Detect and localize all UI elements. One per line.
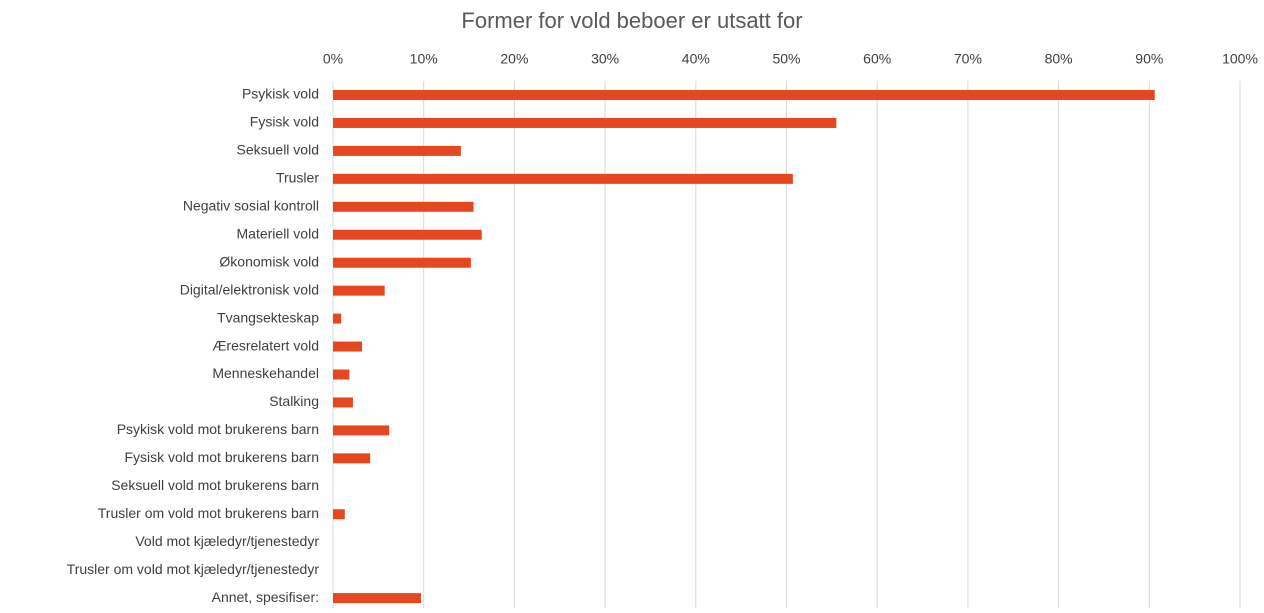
x-tick-label: 20% xyxy=(500,51,528,67)
y-tick-label: Trusler om vold mot brukerens barn xyxy=(98,505,319,521)
y-tick-label: Seksuell vold mot brukerens barn xyxy=(111,477,319,493)
y-tick-label: Økonomisk vold xyxy=(219,253,319,269)
bar xyxy=(333,90,1155,100)
x-tick-label: 10% xyxy=(410,51,438,67)
bar xyxy=(333,593,421,604)
y-tick-label: Psykisk vold mot brukerens barn xyxy=(117,421,319,437)
y-tick-label: Vold mot kjæledyr/tjenestedyr xyxy=(135,533,319,549)
y-tick-label: Psykisk vold xyxy=(242,86,319,102)
y-tick-label: Menneskehandel xyxy=(212,365,319,381)
x-tick-label: 60% xyxy=(863,51,891,67)
y-tick-label: Digital/elektronisk vold xyxy=(180,281,319,297)
y-tick-label: Trusler om vold mot kjæledyr/tjenestedyr xyxy=(67,561,320,577)
bar xyxy=(333,117,837,128)
y-tick-label: Annet, spesifiser: xyxy=(212,589,319,605)
x-tick-label: 100% xyxy=(1222,51,1258,67)
bar xyxy=(333,145,461,156)
y-tick-label: Negativ sosial kontroll xyxy=(183,198,319,214)
y-tick-label: Seksuell vold xyxy=(237,142,320,158)
y-tick-label: Æresrelatert vold xyxy=(212,337,319,353)
chart-title: Former for vold beboer er utsatt for xyxy=(461,8,802,33)
x-tick-label: 80% xyxy=(1045,51,1073,67)
x-tick-label: 0% xyxy=(323,51,343,67)
bar xyxy=(333,509,345,520)
bar xyxy=(333,341,363,352)
x-tick-label: 70% xyxy=(954,51,982,67)
y-tick-label: Fysisk vold xyxy=(250,114,319,130)
y-tick-label: Fysisk vold mot brukerens barn xyxy=(124,449,319,465)
x-tick-label: 40% xyxy=(682,51,710,67)
bar xyxy=(333,229,482,240)
y-tick-label: Tvangsekteskap xyxy=(217,309,319,325)
bar xyxy=(333,201,474,212)
y-tick-label: Trusler xyxy=(276,170,319,186)
x-tick-label: 30% xyxy=(591,51,619,67)
y-tick-label: Materiell vold xyxy=(237,225,319,241)
bar xyxy=(333,369,350,380)
bar xyxy=(333,397,353,408)
bar xyxy=(333,257,471,268)
bar xyxy=(333,453,371,464)
x-tick-label: 90% xyxy=(1135,51,1163,67)
y-tick-label: Stalking xyxy=(269,393,319,409)
bar xyxy=(333,173,793,184)
bar xyxy=(333,313,342,324)
bar xyxy=(333,285,385,296)
x-tick-label: 50% xyxy=(772,51,800,67)
bar xyxy=(333,425,390,436)
